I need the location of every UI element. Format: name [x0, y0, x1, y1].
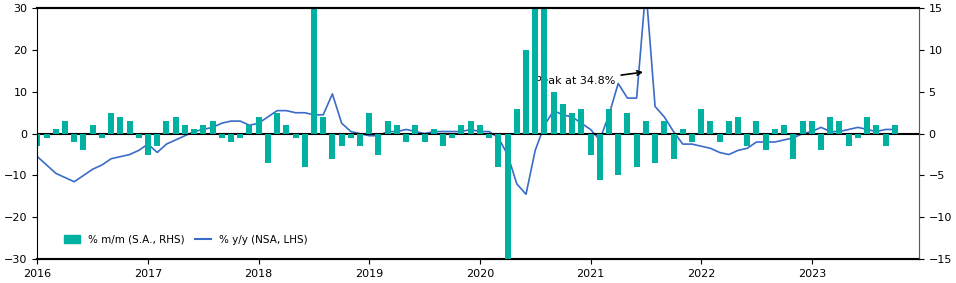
- Bar: [670, 134, 677, 159]
- Bar: [523, 50, 529, 134]
- Bar: [505, 134, 511, 283]
- Bar: [136, 134, 141, 138]
- Bar: [467, 121, 473, 134]
- Bar: [62, 121, 68, 134]
- Bar: [118, 117, 123, 134]
- Bar: [597, 134, 602, 180]
- Bar: [247, 125, 252, 134]
- Bar: [384, 121, 391, 134]
- Bar: [338, 134, 344, 146]
- Bar: [228, 134, 234, 142]
- Bar: [882, 134, 888, 146]
- Bar: [431, 129, 437, 134]
- Bar: [532, 0, 538, 134]
- Bar: [72, 134, 77, 142]
- Bar: [376, 134, 381, 155]
- Bar: [357, 134, 363, 146]
- Bar: [145, 134, 151, 155]
- Bar: [698, 109, 705, 134]
- Bar: [459, 125, 465, 134]
- Bar: [689, 134, 695, 142]
- Bar: [219, 134, 225, 138]
- Bar: [163, 121, 169, 134]
- Bar: [53, 129, 59, 134]
- Bar: [283, 125, 290, 134]
- Bar: [513, 109, 520, 134]
- Bar: [293, 134, 298, 138]
- Bar: [588, 134, 594, 155]
- Bar: [874, 125, 880, 134]
- Bar: [237, 134, 243, 138]
- Bar: [487, 134, 492, 138]
- Bar: [495, 134, 501, 167]
- Bar: [578, 109, 584, 134]
- Bar: [624, 113, 630, 134]
- Bar: [771, 129, 778, 134]
- Bar: [753, 121, 759, 134]
- Bar: [173, 117, 179, 134]
- Bar: [265, 134, 271, 163]
- Bar: [735, 117, 741, 134]
- Bar: [745, 134, 750, 146]
- Bar: [799, 121, 806, 134]
- Bar: [606, 109, 612, 134]
- Bar: [449, 134, 455, 138]
- Bar: [662, 121, 667, 134]
- Bar: [108, 113, 114, 134]
- Bar: [818, 134, 824, 150]
- Bar: [209, 121, 215, 134]
- Bar: [652, 134, 658, 163]
- Bar: [366, 113, 372, 134]
- Bar: [551, 92, 556, 134]
- Bar: [191, 129, 197, 134]
- Bar: [541, 0, 548, 134]
- Bar: [201, 125, 206, 134]
- Bar: [440, 134, 446, 146]
- Bar: [348, 134, 354, 138]
- Bar: [34, 134, 40, 146]
- Bar: [560, 104, 566, 134]
- Bar: [80, 134, 86, 150]
- Bar: [422, 134, 427, 142]
- Bar: [44, 134, 50, 138]
- Bar: [412, 125, 419, 134]
- Bar: [126, 121, 133, 134]
- Bar: [154, 134, 161, 146]
- Bar: [311, 0, 317, 134]
- Bar: [634, 134, 640, 167]
- Bar: [302, 134, 308, 167]
- Bar: [864, 117, 870, 134]
- Bar: [477, 125, 483, 134]
- Bar: [680, 129, 685, 134]
- Bar: [394, 125, 400, 134]
- Bar: [569, 113, 576, 134]
- Bar: [330, 134, 336, 159]
- Legend: % m/m (S.A., RHS), % y/y (NSA, LHS): % m/m (S.A., RHS), % y/y (NSA, LHS): [60, 231, 313, 249]
- Bar: [726, 121, 732, 134]
- Bar: [791, 134, 796, 159]
- Bar: [90, 125, 96, 134]
- Bar: [809, 121, 815, 134]
- Bar: [855, 134, 861, 138]
- Bar: [255, 117, 262, 134]
- Bar: [98, 134, 105, 138]
- Bar: [836, 121, 842, 134]
- Bar: [707, 121, 713, 134]
- Bar: [182, 125, 188, 134]
- Bar: [763, 134, 769, 150]
- Bar: [274, 113, 280, 134]
- Bar: [846, 134, 852, 146]
- Text: Peak at 34.8%: Peak at 34.8%: [535, 71, 641, 86]
- Bar: [892, 125, 898, 134]
- Bar: [717, 134, 723, 142]
- Bar: [827, 117, 834, 134]
- Bar: [403, 134, 409, 142]
- Bar: [320, 117, 326, 134]
- Bar: [616, 134, 621, 175]
- Bar: [642, 121, 649, 134]
- Bar: [781, 125, 787, 134]
